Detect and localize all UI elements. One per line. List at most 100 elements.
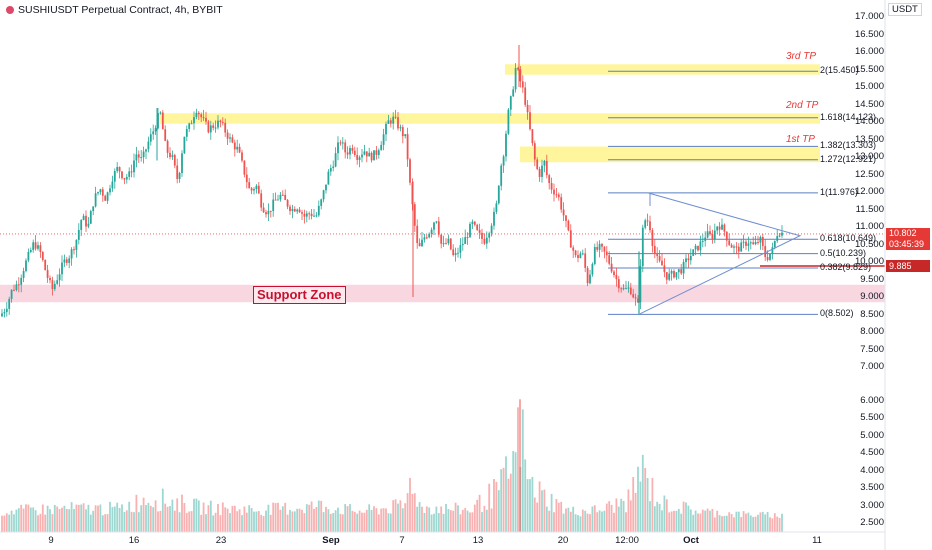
volume-bar — [461, 509, 464, 532]
price-tick-label: 14.500 — [854, 98, 884, 110]
volume-bar — [70, 502, 73, 532]
candle-body — [195, 112, 198, 118]
volume-bar — [58, 509, 61, 532]
volume-bar — [255, 511, 258, 532]
volume-bar — [711, 508, 714, 532]
candle-body — [507, 109, 510, 134]
volume-bar — [389, 513, 392, 532]
candle-body — [709, 231, 711, 235]
candle-body — [262, 207, 265, 213]
candle-body — [238, 146, 241, 153]
volume-bar — [706, 508, 709, 532]
volume-bar — [147, 502, 150, 532]
candle-body — [653, 245, 656, 254]
volume-bar — [502, 467, 505, 532]
candle-body — [137, 154, 140, 158]
candle-body — [286, 199, 289, 207]
candle-body — [89, 211, 92, 224]
candle-body — [404, 134, 407, 137]
volume-bar — [634, 492, 637, 532]
volume-bar — [771, 518, 774, 532]
candle-body — [164, 129, 167, 141]
candles-layer — [1, 45, 783, 318]
candle-body — [593, 247, 596, 265]
volume-bar — [404, 503, 407, 532]
candle-body — [461, 244, 464, 246]
price-tick-label: 8.000 — [860, 326, 884, 337]
volume-bar — [123, 512, 126, 532]
candle-body — [615, 274, 618, 280]
volume-bar — [128, 501, 131, 532]
volume-bar — [133, 512, 135, 532]
volume-bar — [361, 512, 363, 532]
volume-bar — [104, 514, 107, 532]
volume-bar — [593, 505, 596, 532]
volume-bar — [92, 510, 95, 532]
tp-zone-label: 2nd TP — [786, 100, 819, 112]
volume-bar — [296, 508, 299, 532]
candle-body — [207, 121, 210, 133]
candle-body — [49, 277, 51, 281]
price-tick-label: 13.500 — [854, 133, 884, 145]
volume-bar — [205, 514, 207, 532]
volume-bar — [53, 504, 56, 532]
currency-unit[interactable]: USDT — [888, 3, 922, 16]
candle-body — [63, 259, 66, 263]
volume-bar — [41, 504, 44, 532]
candle-body — [625, 288, 627, 290]
candle-body — [293, 208, 296, 212]
volume-bar — [411, 493, 414, 532]
candle-body — [176, 165, 179, 179]
candle-body — [368, 152, 371, 157]
volume-bar — [161, 488, 164, 532]
candle-body — [485, 237, 488, 244]
candle-body — [152, 131, 155, 135]
candle-body — [721, 224, 723, 230]
volume-bar — [10, 510, 13, 532]
volume-bar — [569, 511, 572, 532]
volume-tick-label: 4.000 — [860, 464, 884, 476]
volume-bar — [769, 517, 771, 532]
candle-body — [663, 265, 666, 273]
volume-bar — [358, 510, 361, 532]
candle-body — [193, 117, 195, 124]
volume-bar — [603, 510, 606, 532]
candle-body — [649, 221, 651, 231]
volume-bar — [20, 504, 23, 532]
candle-body — [682, 262, 685, 274]
candle-body — [291, 208, 294, 212]
tp-zone — [505, 64, 820, 75]
volume-bar — [637, 466, 639, 532]
volume-bar — [51, 514, 54, 532]
candle-body — [243, 160, 246, 175]
candle-body — [308, 213, 311, 215]
candle-body — [497, 185, 500, 204]
volume-bar — [413, 493, 416, 532]
candle-body — [8, 298, 11, 309]
candle-body — [101, 189, 104, 196]
candle-body — [747, 243, 750, 246]
candle-body — [440, 234, 443, 244]
candle-body — [610, 263, 613, 272]
candle-body — [226, 132, 229, 139]
volume-bar — [677, 508, 680, 532]
volume-bar — [298, 508, 301, 532]
volume-bar — [478, 494, 481, 532]
volume-bar — [512, 451, 515, 532]
candle-body — [82, 215, 85, 221]
volume-bar — [315, 507, 318, 532]
candle-body — [502, 156, 505, 166]
volume-bar — [385, 508, 387, 532]
volume-bar — [291, 511, 294, 532]
volume-bar — [749, 515, 752, 532]
volume-bar — [305, 504, 308, 532]
volume-bar — [140, 505, 143, 532]
candle-body — [601, 243, 603, 247]
volume-bar — [181, 494, 183, 532]
volume-bar — [164, 503, 167, 532]
volume-bar — [589, 514, 591, 532]
candle-body — [375, 150, 378, 155]
candle-body — [284, 194, 287, 200]
candle-body — [478, 229, 481, 233]
